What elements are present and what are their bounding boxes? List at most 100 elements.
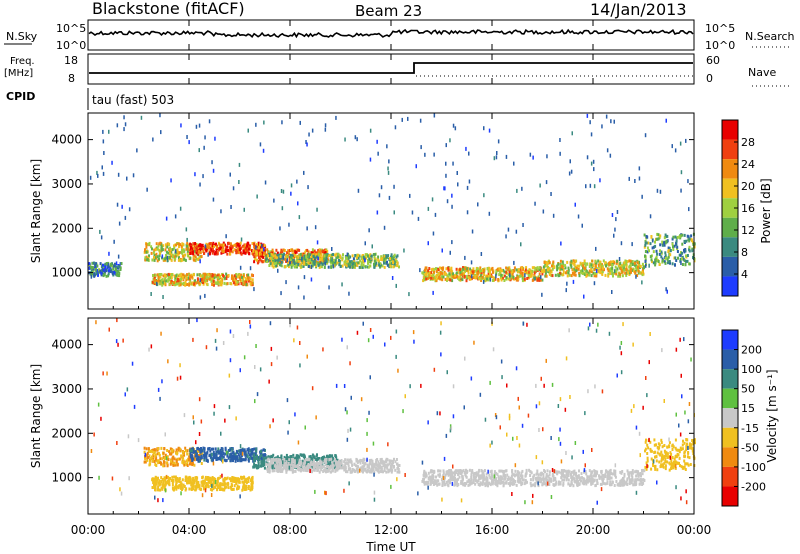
echo-cell <box>220 283 223 287</box>
echo-cell <box>88 266 91 270</box>
echo-cell <box>159 488 162 492</box>
echo-cell <box>202 246 205 250</box>
echo-cell <box>194 255 197 259</box>
echo-cell <box>161 254 164 259</box>
echo-cell <box>680 257 683 261</box>
echo-cell <box>323 265 326 269</box>
echo-cell <box>648 249 650 253</box>
echo-cell <box>312 455 315 459</box>
echo-cell <box>658 263 661 266</box>
echo-cell <box>585 269 588 273</box>
echo-cell <box>174 214 177 219</box>
echo-cell <box>338 259 341 263</box>
echo-cell <box>107 265 110 269</box>
echo-cell <box>239 457 242 461</box>
echo-cell <box>389 257 391 261</box>
echo-cell <box>269 256 272 260</box>
echo-cell <box>377 470 380 474</box>
echo-cell <box>390 257 393 261</box>
echo-cell <box>153 256 155 259</box>
echo-cell <box>615 261 618 265</box>
echo-cell <box>422 272 425 276</box>
echo-cell <box>205 282 208 286</box>
echo-cell <box>450 266 453 270</box>
echo-cell <box>559 259 562 263</box>
echo-cell <box>683 250 686 254</box>
echo-cell <box>316 252 319 256</box>
echo-cell <box>294 265 297 269</box>
echo-cell <box>170 178 172 183</box>
echo-cell <box>167 475 170 479</box>
echo-cell <box>393 184 395 189</box>
echo-cell <box>309 261 312 265</box>
echo-cell <box>244 458 247 462</box>
echo-cell <box>272 265 275 269</box>
echo-cell <box>185 244 188 248</box>
echo-cell <box>385 470 388 474</box>
echo-cell <box>378 263 381 267</box>
echo-cell <box>305 469 308 472</box>
echo-cell <box>295 250 298 254</box>
echo-cell <box>354 464 357 468</box>
echo-cell <box>661 257 664 261</box>
echo-cell <box>262 148 265 153</box>
echo-cell <box>114 268 117 272</box>
echo-cell <box>529 274 532 278</box>
echo-cell <box>182 459 185 463</box>
echo-cell <box>367 261 369 265</box>
echo-cell <box>449 278 452 282</box>
echo-cell <box>446 277 449 281</box>
echo-cell <box>328 254 331 257</box>
echo-cell <box>242 274 245 278</box>
echo-cell <box>478 277 481 281</box>
echo-cell <box>495 155 498 160</box>
echo-cell <box>103 268 106 272</box>
echo-cell <box>445 267 448 271</box>
echo-cell <box>192 484 195 488</box>
echo-cell <box>379 262 382 266</box>
echo-cell <box>335 115 337 120</box>
echo-cell <box>590 161 593 166</box>
echo-cell <box>263 247 265 252</box>
echo-cell <box>124 122 127 127</box>
echo-cell <box>613 119 615 124</box>
echo-cell <box>291 458 294 462</box>
echo-cell <box>305 254 308 258</box>
echo-cell <box>380 467 383 471</box>
echo-cell <box>385 255 388 259</box>
echo-cell <box>373 265 376 269</box>
echo-cell <box>210 481 213 485</box>
echo-cell <box>530 273 533 277</box>
echo-cell <box>286 258 288 263</box>
echo-cell <box>341 256 344 260</box>
echo-cell <box>255 456 258 460</box>
echo-cell <box>101 263 104 267</box>
echo-cell <box>344 137 346 142</box>
echo-cell <box>199 274 202 278</box>
echo-cell <box>243 280 246 284</box>
echo-cell <box>462 267 465 271</box>
echo-cell <box>166 279 169 283</box>
echo-cell <box>383 261 385 265</box>
echo-cell <box>287 265 290 269</box>
echo-cell <box>518 274 521 278</box>
echo-cell <box>218 244 221 247</box>
echo-cell <box>534 276 536 281</box>
echo-cell <box>456 275 459 278</box>
echo-cell <box>225 277 228 280</box>
echo-cell <box>160 245 163 249</box>
echo-cell <box>217 447 220 451</box>
echo-cell <box>593 184 596 189</box>
echo-cell <box>442 266 445 270</box>
echo-cell <box>272 259 274 263</box>
echo-cell <box>445 161 447 166</box>
echo-cell <box>182 248 185 252</box>
echo-cell <box>656 188 659 193</box>
echo-cell <box>681 263 684 266</box>
echo-cell <box>101 271 104 275</box>
echo-cell <box>546 268 549 272</box>
echo-cell <box>152 274 154 277</box>
echo-cell <box>451 240 453 245</box>
echo-cell <box>161 278 164 282</box>
echo-cell <box>286 255 289 259</box>
